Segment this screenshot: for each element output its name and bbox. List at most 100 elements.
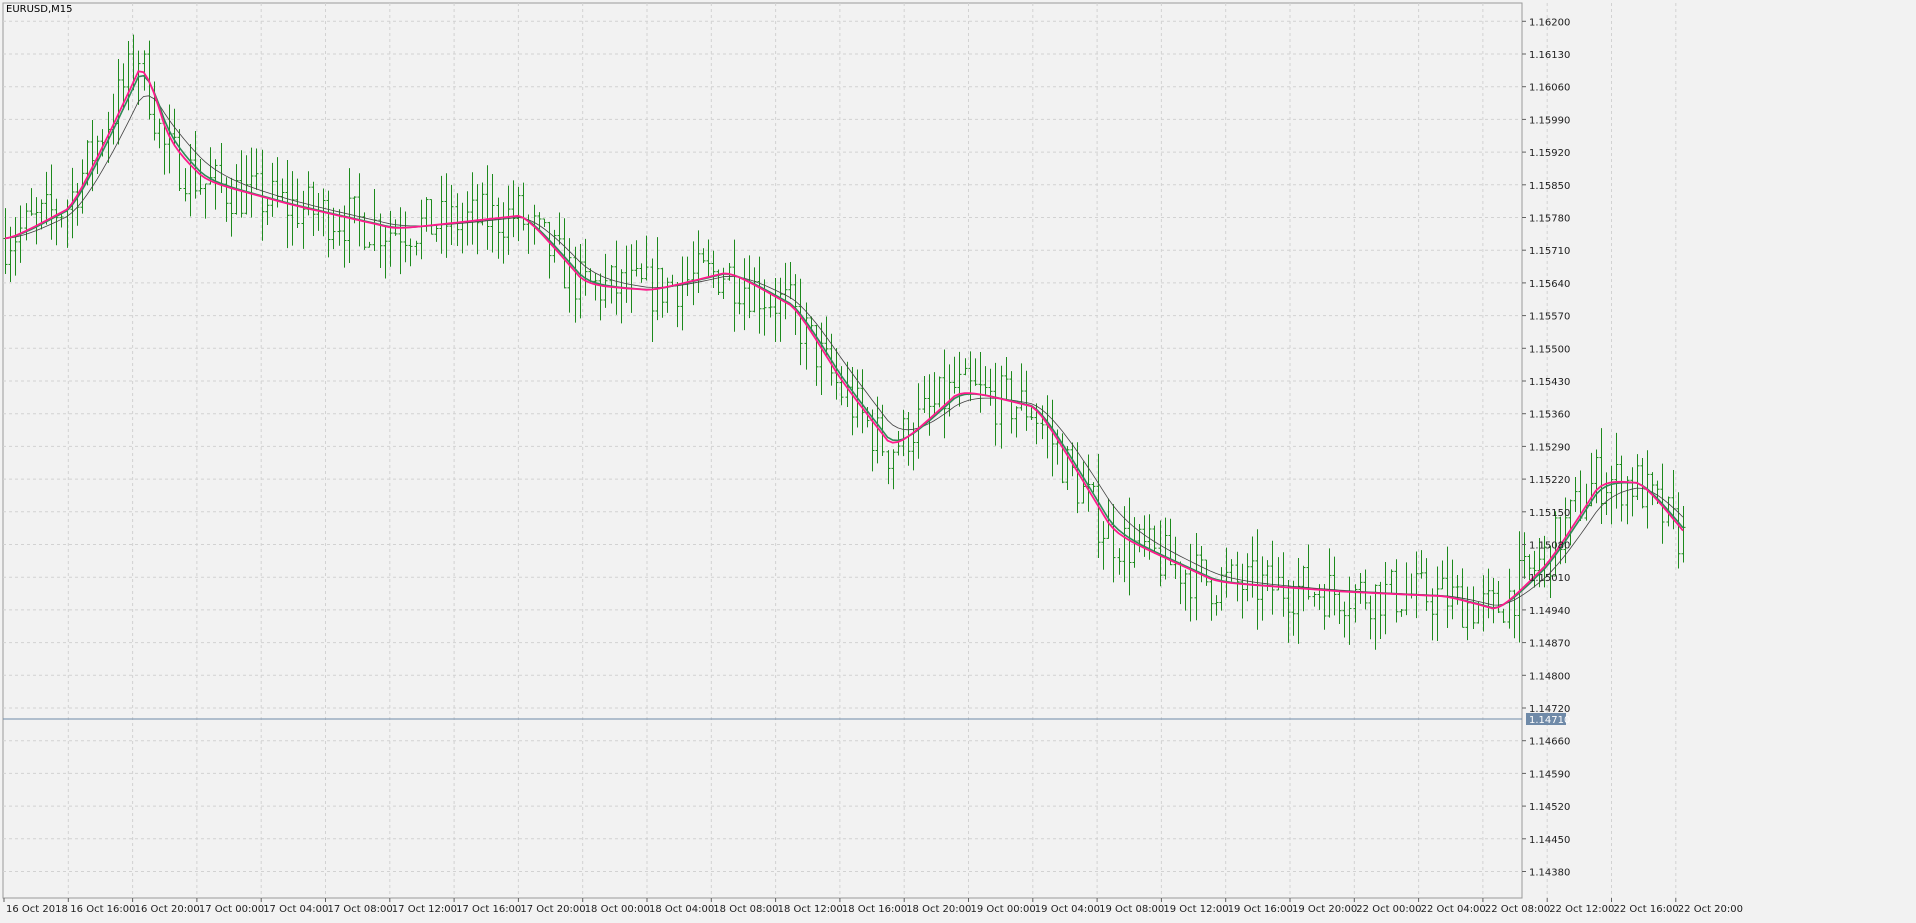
price-bar xyxy=(1358,572,1363,604)
price-bar xyxy=(1640,457,1645,509)
price-bar xyxy=(814,324,819,386)
price-bar xyxy=(583,238,588,296)
price-bar xyxy=(1486,568,1491,619)
price-bar xyxy=(347,168,352,263)
price-bar xyxy=(13,217,18,276)
price-bar xyxy=(1091,482,1096,493)
price-bar xyxy=(1322,583,1327,630)
price-bar xyxy=(983,366,988,395)
price-bar xyxy=(408,238,413,267)
price-bar xyxy=(398,207,403,275)
price-bar xyxy=(999,365,1004,449)
y-tick-label: 1.15010 xyxy=(1529,573,1570,584)
price-bar xyxy=(1625,476,1630,525)
price-bar xyxy=(183,168,188,202)
price-bar xyxy=(1553,511,1558,577)
y-tick-label: 1.15990 xyxy=(1529,115,1570,126)
price-bar xyxy=(1209,579,1214,621)
price-bar xyxy=(963,358,968,376)
price-bar xyxy=(1347,576,1352,645)
price-bar xyxy=(701,248,706,263)
price-bar xyxy=(757,256,762,334)
price-bar xyxy=(203,183,208,219)
x-tick-label: 19 Oct 08:00 xyxy=(1099,904,1164,915)
price-bar xyxy=(362,212,367,250)
price-bar xyxy=(1563,497,1568,564)
price-bar xyxy=(942,349,947,439)
price-bar xyxy=(521,182,526,231)
price-bar xyxy=(593,273,598,301)
price-bar xyxy=(1614,432,1619,509)
x-tick-label: 18 Oct 08:00 xyxy=(713,904,778,915)
price-bar xyxy=(1255,529,1260,630)
price-bar xyxy=(496,197,501,259)
price-bar xyxy=(1214,595,1219,616)
price-bar xyxy=(1332,556,1337,616)
x-tick-label: 18 Oct 04:00 xyxy=(649,904,714,915)
price-bar xyxy=(922,375,927,414)
price-bar xyxy=(1522,532,1527,579)
price-bar xyxy=(644,235,649,281)
x-tick-label: 19 Oct 20:00 xyxy=(1292,904,1357,915)
price-bar xyxy=(1029,407,1034,420)
price-bar xyxy=(1394,559,1399,623)
y-tick-label: 1.14660 xyxy=(1529,737,1570,748)
current-price-tag xyxy=(1526,713,1566,725)
price-bar xyxy=(1291,580,1296,636)
price-bar xyxy=(773,277,778,342)
price-bar xyxy=(193,130,198,199)
price-bar xyxy=(1065,446,1070,491)
current-price-line: 1.14710 xyxy=(3,713,1570,726)
price-bar xyxy=(804,302,809,370)
price-bar xyxy=(490,173,495,253)
price-bar xyxy=(49,164,54,240)
y-tick-label: 1.16060 xyxy=(1529,83,1570,94)
chart-grid xyxy=(2,2,1677,899)
price-bar xyxy=(824,316,829,356)
price-bar xyxy=(1312,591,1317,607)
price-bar xyxy=(213,159,218,210)
time-axis: 16 Oct 2018 16 Oct 16:00 16 Oct 20:00 17 Oc… xyxy=(3,898,1743,915)
price-bar xyxy=(1378,581,1383,640)
price-bar xyxy=(1373,584,1378,650)
price-bar xyxy=(1368,595,1373,640)
price-bar xyxy=(326,190,331,258)
price-bar xyxy=(1558,516,1563,565)
price-bar xyxy=(1424,558,1429,611)
price-bar xyxy=(1353,584,1358,623)
price-bar xyxy=(1342,601,1347,638)
x-tick-label: 17 Oct 08:00 xyxy=(328,904,393,915)
x-tick-label: 22 Oct 08:00 xyxy=(1485,904,1550,915)
price-bar xyxy=(1040,405,1045,440)
price-bar xyxy=(1532,550,1537,588)
y-tick-label: 1.14800 xyxy=(1529,671,1570,682)
y-tick-label: 1.15150 xyxy=(1529,508,1570,519)
price-bar xyxy=(270,162,275,217)
price-bar xyxy=(1650,472,1655,506)
price-bar xyxy=(952,356,957,394)
x-tick-label: 16 Oct 16:00 xyxy=(70,904,135,915)
price-bar xyxy=(639,263,644,283)
price-bar xyxy=(839,366,844,406)
price-bar xyxy=(1306,544,1311,600)
price-bar xyxy=(1168,518,1173,566)
price-bar xyxy=(485,165,490,250)
price-bar xyxy=(1507,568,1512,629)
price-bar xyxy=(388,210,393,267)
price-bar xyxy=(747,255,752,319)
price-bar xyxy=(691,241,696,306)
x-tick-label: 17 Oct 16:00 xyxy=(456,904,521,915)
y-tick-label: 1.15080 xyxy=(1529,541,1570,552)
price-bar xyxy=(819,322,824,395)
price-bar xyxy=(886,450,891,485)
x-tick-label: 19 Oct 00:00 xyxy=(971,904,1036,915)
y-tick-label: 1.15220 xyxy=(1529,475,1570,486)
y-tick-label: 1.15570 xyxy=(1529,312,1570,323)
price-bar xyxy=(1142,515,1147,557)
y-tick-label: 1.15780 xyxy=(1529,214,1570,225)
price-bar xyxy=(1419,550,1424,579)
price-bar xyxy=(290,171,295,246)
price-bar xyxy=(1127,497,1132,596)
